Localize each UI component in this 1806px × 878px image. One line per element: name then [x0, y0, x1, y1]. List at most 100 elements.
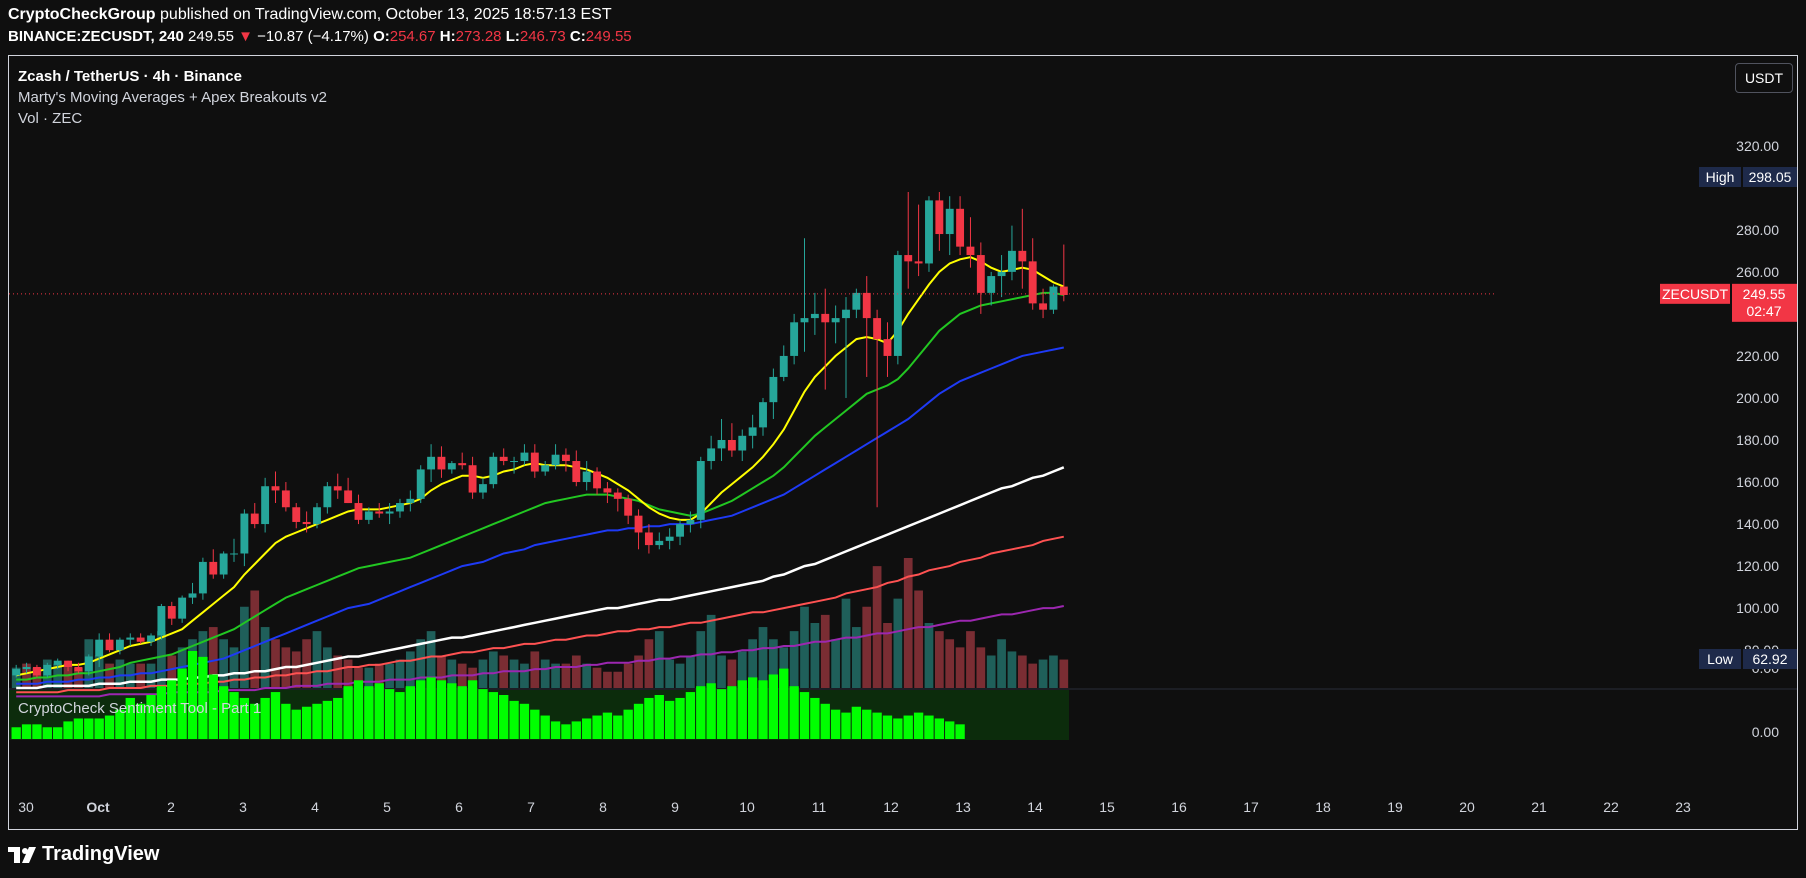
high-label: H:: [439, 28, 456, 45]
candle-body: [634, 515, 643, 533]
candle-body: [95, 639, 104, 657]
candle-body: [344, 490, 353, 504]
sentiment-bar: [156, 686, 167, 739]
sentiment-bar: [727, 686, 737, 739]
candle-body: [250, 513, 259, 525]
x-tick-label: 4: [311, 799, 319, 815]
volume-bar: [634, 655, 643, 688]
sentiment-bar: [478, 689, 488, 739]
volume-bar: [883, 623, 892, 688]
sentiment-bar: [229, 692, 239, 739]
candle-body: [375, 511, 384, 514]
volume-bar: [1007, 651, 1017, 688]
volume-bar: [571, 655, 581, 688]
volume-bar: [717, 655, 726, 688]
y-tick-label: 100.00: [1736, 600, 1779, 616]
volume-bar: [22, 663, 31, 688]
candle-body: [873, 318, 882, 340]
low-value: 62.92: [1752, 651, 1787, 667]
low-label-bg: [1699, 649, 1741, 669]
candle-body: [1018, 250, 1027, 262]
volume-bar: [945, 639, 955, 688]
volume-legend[interactable]: Vol · ZEC: [18, 110, 83, 127]
volume-bar: [934, 631, 944, 688]
sentiment-bar: [395, 692, 405, 739]
candle-body: [883, 339, 892, 356]
indicator-legend[interactable]: Marty's Moving Averages + Apex Breakouts…: [18, 89, 327, 106]
chart-title[interactable]: Zcash / TetherUS · 4h · Binance: [18, 68, 242, 85]
candle-body: [479, 484, 487, 493]
candle-body: [43, 664, 52, 676]
candle-body: [790, 322, 799, 356]
currency-button[interactable]: USDT: [1735, 63, 1793, 93]
candle-body: [821, 313, 830, 323]
sentiment-bar: [903, 715, 913, 739]
candle-body: [676, 524, 684, 537]
volume-bar: [229, 647, 239, 688]
y-tick-label: 160.00: [1736, 474, 1779, 490]
candle-body: [64, 660, 72, 667]
volume-bar: [354, 667, 363, 688]
volume-bar: [623, 663, 633, 688]
volume-bar: [592, 667, 602, 688]
published-text: published on TradingView.com, October 13…: [160, 6, 612, 23]
candle-body: [219, 553, 228, 575]
price-chart[interactable]: 320.00280.00260.00220.00200.00180.00160.…: [9, 56, 1797, 829]
x-tick-label: 21: [1531, 799, 1547, 815]
x-tick-label: 8: [599, 799, 607, 815]
candle-body: [520, 452, 529, 462]
sentiment-bar: [820, 703, 830, 739]
volume-bar: [146, 663, 156, 688]
sentiment-bar: [447, 683, 457, 739]
volume-bar: [613, 671, 623, 688]
volume-bar: [208, 627, 218, 688]
sentiment-bar: [291, 709, 301, 739]
volume-bar: [644, 639, 654, 688]
y-tick-label: 180.00: [1736, 432, 1779, 448]
author[interactable]: CryptoCheckGroup: [8, 6, 156, 23]
candle-body: [230, 553, 238, 555]
volume-bar: [323, 647, 332, 688]
volume-bar: [893, 598, 903, 688]
sentiment-bar: [945, 721, 955, 739]
candle-body: [261, 486, 270, 525]
sentiment-legend[interactable]: CryptoCheck Sentiment Tool - Part 1: [18, 700, 262, 717]
volume-bar: [157, 631, 166, 688]
volume-bar: [364, 667, 374, 688]
sentiment-bar: [499, 695, 509, 739]
volume-bar: [540, 659, 550, 688]
volume-bar: [758, 627, 768, 688]
x-tick-label: 15: [1099, 799, 1115, 815]
volume-bar: [841, 598, 851, 688]
sentiment-bar: [374, 683, 384, 739]
tradingview-brand[interactable]: TradingView: [8, 843, 159, 866]
candle-body: [738, 435, 747, 451]
sentiment-bar: [519, 703, 530, 739]
volume-bar: [914, 590, 923, 688]
candle-body: [302, 521, 311, 525]
sentiment-bar: [664, 700, 675, 739]
candle-body: [551, 454, 560, 466]
volume-bar: [903, 558, 913, 688]
candle-body: [32, 666, 41, 676]
sentiment-bar: [623, 709, 633, 739]
candle-body: [904, 255, 913, 262]
sentiment-bar: [301, 706, 312, 739]
low-value: 246.73: [519, 28, 566, 45]
price-change: −10.87 (−4.17%): [257, 28, 369, 45]
candle-body: [1059, 286, 1068, 295]
candle-body: [313, 507, 321, 525]
candle-body: [271, 486, 280, 491]
tradingview-logo-icon: [8, 846, 36, 863]
x-tick-label: 30: [18, 799, 34, 815]
sentiment-tick-label: 0.00: [1752, 724, 1779, 740]
sentiment-bar: [582, 718, 592, 739]
x-tick-label: 5: [383, 799, 391, 815]
volume-bar: [862, 606, 872, 688]
volume-bar: [779, 647, 789, 688]
sentiment-bar: [716, 689, 727, 739]
sentiment-bar: [177, 668, 187, 739]
candle-body: [147, 635, 155, 642]
candle-body: [437, 456, 446, 470]
volume-bar: [727, 659, 737, 688]
